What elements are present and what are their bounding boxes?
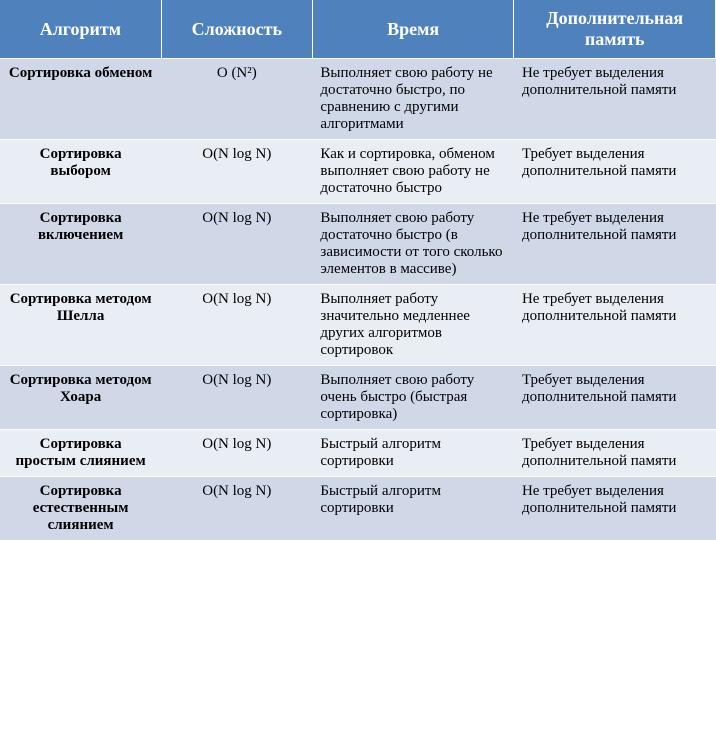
cell-time: Выполняет свою работу достаточно быстро …: [312, 204, 514, 285]
cell-memory: Требует выделения дополнительной памяти: [514, 430, 716, 477]
sorting-algorithms-table: Алгоритм Сложность Время Дополнительная …: [0, 0, 716, 540]
header-memory: Дополнительная память: [514, 0, 716, 59]
cell-complexity: O(N log N): [161, 477, 312, 541]
table-row: Сортировка естественным слиянием O(N log…: [0, 477, 716, 541]
cell-complexity: O(N log N): [161, 204, 312, 285]
cell-complexity: O(N log N): [161, 366, 312, 430]
cell-time: Выполняет свою работу не достаточно быст…: [312, 59, 514, 140]
table-row: Сортировка простым слиянием O(N log N) Б…: [0, 430, 716, 477]
cell-algorithm: Сортировка методом Хоара: [0, 366, 161, 430]
table-row: Сортировка методом Хоара O(N log N) Выпо…: [0, 366, 716, 430]
cell-memory: Не требует выделения дополнительной памя…: [514, 204, 716, 285]
cell-complexity: O (N²): [161, 59, 312, 140]
cell-algorithm: Сортировка простым слиянием: [0, 430, 161, 477]
cell-algorithm: Сортировка выбором: [0, 140, 161, 204]
table-row: Сортировка включением O(N log N) Выполня…: [0, 204, 716, 285]
cell-time: Выполняет свою работу очень быстро (быст…: [312, 366, 514, 430]
cell-algorithm: Сортировка включением: [0, 204, 161, 285]
header-algorithm: Алгоритм: [0, 0, 161, 59]
cell-complexity: O(N log N): [161, 430, 312, 477]
cell-algorithm: Сортировка обменом: [0, 59, 161, 140]
cell-time: Выполняет работу значительно медленнее д…: [312, 285, 514, 366]
cell-time: Как и сортировка, обменом выполняет свою…: [312, 140, 514, 204]
table-row: Сортировка выбором O(N log N) Как и сорт…: [0, 140, 716, 204]
table-row: Сортировка обменом O (N²) Выполняет свою…: [0, 59, 716, 140]
cell-memory: Не требует выделения дополнительной памя…: [514, 477, 716, 541]
cell-memory: Требует выделения дополнительной памяти: [514, 140, 716, 204]
cell-complexity: O(N log N): [161, 140, 312, 204]
cell-algorithm: Сортировка естественным слиянием: [0, 477, 161, 541]
cell-time: Быстрый алгоритм сортировки: [312, 430, 514, 477]
cell-complexity: O(N log N): [161, 285, 312, 366]
cell-memory: Не требует выделения дополнительной памя…: [514, 285, 716, 366]
cell-memory: Требует выделения дополнительной памяти: [514, 366, 716, 430]
table-header-row: Алгоритм Сложность Время Дополнительная …: [0, 0, 716, 59]
table-row: Сортировка методом Шелла O(N log N) Выпо…: [0, 285, 716, 366]
cell-algorithm: Сортировка методом Шелла: [0, 285, 161, 366]
cell-memory: Не требует выделения дополнительной памя…: [514, 59, 716, 140]
cell-time: Быстрый алгоритм сортировки: [312, 477, 514, 541]
header-time: Время: [312, 0, 514, 59]
header-complexity: Сложность: [161, 0, 312, 59]
